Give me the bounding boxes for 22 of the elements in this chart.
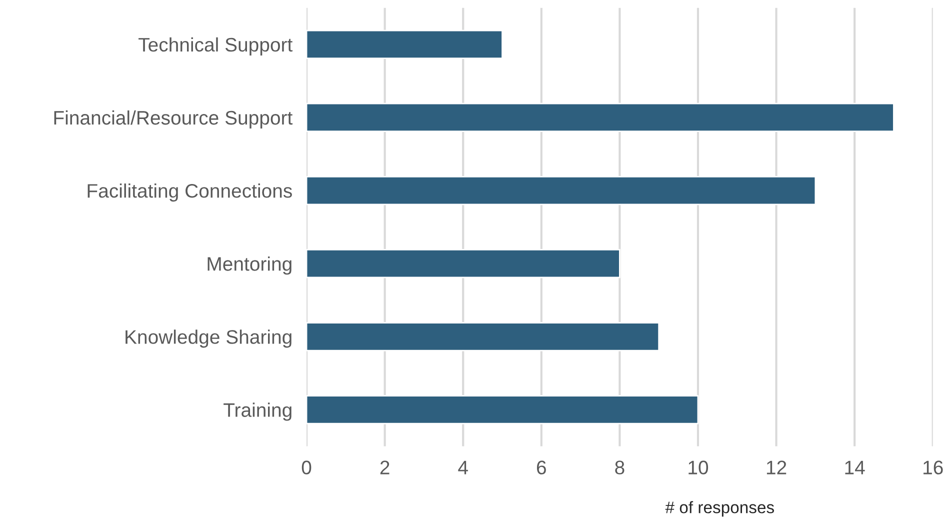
x-tick-label: 4 [458,460,468,474]
x-tick-label: 2 [380,460,390,474]
bar [306,30,503,59]
x-axis-title: # of responses [665,501,774,517]
y-tick-label: Training [224,402,292,421]
x-tick-label: 14 [845,460,865,474]
x-tick-label: 10 [688,460,708,474]
bar [306,395,699,424]
bar [306,176,816,206]
bar [306,322,660,352]
x-tick-label: 12 [766,460,786,474]
y-tick-label: Technical Support [138,37,293,56]
y-tick-label: Financial/Resource Support [54,110,293,129]
x-tick-label: 16 [924,460,943,474]
bar [306,249,620,278]
x-tick-label: 8 [615,460,624,474]
y-tick-label: Mentoring [208,256,292,275]
x-tick-label: 0 [302,460,312,474]
x-tick-label: 6 [536,460,546,474]
y-tick-label: Knowledge Sharing [126,330,292,348]
bar [306,102,894,132]
y-tick-label: Facilitating Connections [88,183,292,202]
